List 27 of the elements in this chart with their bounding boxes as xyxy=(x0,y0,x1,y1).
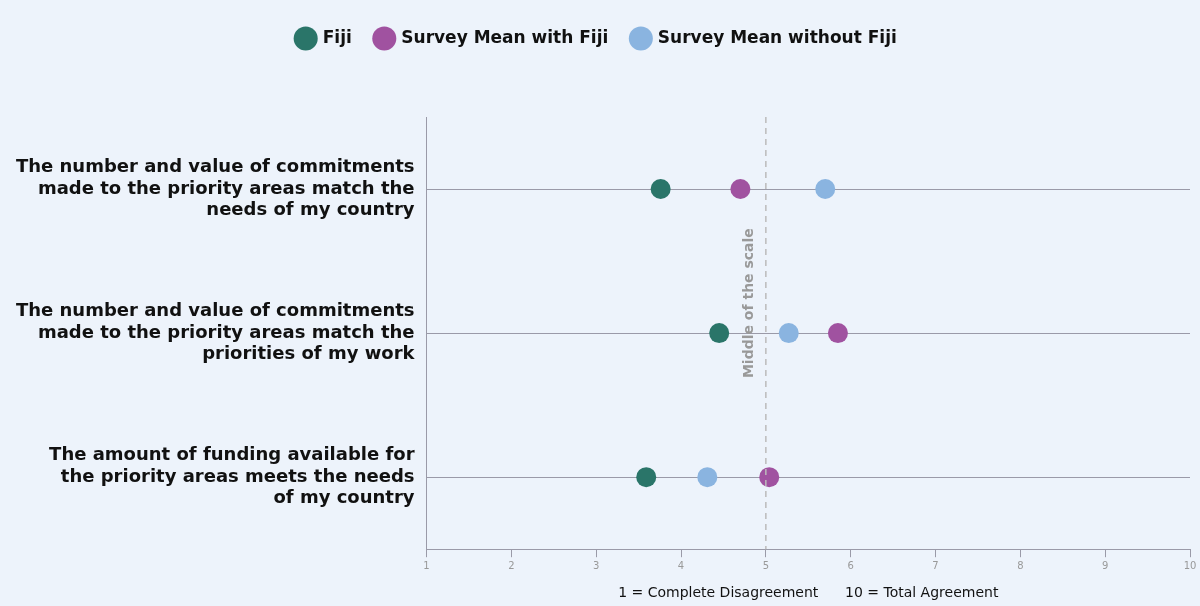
point xyxy=(827,323,848,344)
point xyxy=(778,323,799,344)
x-axis-title: 1 = Complete Disagreement 10 = Total Agreement xyxy=(618,584,999,601)
point xyxy=(709,323,730,344)
x-tick-label: 6 xyxy=(847,559,854,571)
x-tick-label: 7 xyxy=(932,559,939,571)
ref-line-label: Middle of the scale xyxy=(740,228,757,379)
x-tick-label: 9 xyxy=(1101,559,1109,571)
x-tick-label: 2 xyxy=(508,559,515,571)
x-tick-label: 5 xyxy=(762,559,770,571)
x-tick-label: 10 xyxy=(1183,559,1197,571)
legend-label: Fiji xyxy=(322,26,352,47)
x-tick-label: 4 xyxy=(677,559,685,571)
x-tick-label: 8 xyxy=(1017,559,1024,571)
point xyxy=(697,467,718,488)
x-tick-label: 3 xyxy=(593,559,600,571)
point xyxy=(730,179,751,200)
point xyxy=(650,179,671,200)
point xyxy=(636,467,657,488)
legend-label: Survey Mean with Fiji xyxy=(401,26,609,47)
x-tick-label: 1 xyxy=(423,559,430,571)
point xyxy=(759,467,780,488)
y-tick-label: The number and value of commitments made to the priority areas match the priorities of my work xyxy=(15,299,416,364)
y-tick-label: The amount of funding available for the priority areas meets the needs of my country xyxy=(49,443,415,508)
legend-label: Survey Mean without Fiji xyxy=(657,26,897,47)
point xyxy=(815,179,836,200)
y-tick-label: The number and value of commitments made to the priority areas match the needs of my country xyxy=(15,155,415,220)
